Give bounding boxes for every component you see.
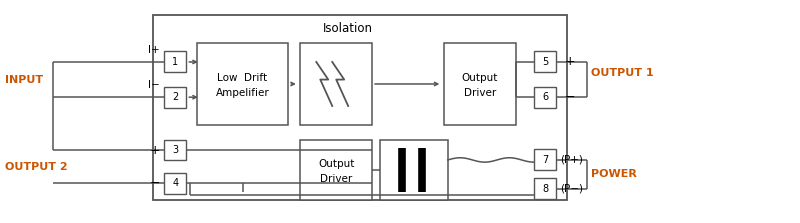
- Bar: [164, 173, 186, 194]
- Text: POWER: POWER: [591, 169, 638, 179]
- Text: 3: 3: [172, 145, 178, 155]
- Text: (P+): (P+): [560, 155, 583, 165]
- Bar: [444, 43, 515, 125]
- Text: Output: Output: [462, 73, 498, 83]
- Bar: [534, 149, 556, 170]
- Text: 1: 1: [172, 57, 178, 67]
- Text: Ampelifier: Ampelifier: [216, 88, 270, 98]
- Text: 2: 2: [172, 92, 178, 102]
- Bar: [164, 140, 186, 161]
- Bar: [534, 178, 556, 199]
- Bar: [300, 43, 372, 125]
- Text: OUTPUT 2: OUTPUT 2: [6, 161, 68, 171]
- Text: +: +: [150, 144, 160, 157]
- Bar: [164, 52, 186, 72]
- Text: Isolation: Isolation: [322, 23, 373, 35]
- Text: 7: 7: [542, 155, 548, 165]
- Bar: [380, 140, 448, 200]
- Bar: [153, 14, 567, 200]
- Text: I+: I+: [149, 45, 160, 55]
- Text: Low  Drift: Low Drift: [218, 73, 268, 83]
- Text: (P−): (P−): [560, 184, 583, 194]
- Text: −: −: [150, 177, 160, 190]
- Text: 5: 5: [542, 57, 548, 67]
- Text: Output: Output: [318, 159, 354, 169]
- Bar: [164, 87, 186, 108]
- Bar: [197, 43, 288, 125]
- Bar: [534, 87, 556, 108]
- Text: I−: I−: [148, 80, 160, 90]
- Text: Driver: Driver: [463, 88, 496, 98]
- Text: 6: 6: [542, 92, 548, 102]
- Bar: [300, 140, 372, 200]
- Text: −: −: [564, 91, 574, 104]
- Text: INPUT: INPUT: [6, 74, 43, 85]
- Text: 8: 8: [542, 184, 548, 194]
- Text: Driver: Driver: [320, 174, 352, 184]
- Text: OUTPUT 1: OUTPUT 1: [591, 68, 654, 78]
- Text: +: +: [564, 56, 575, 68]
- Text: 4: 4: [172, 178, 178, 188]
- Bar: [534, 52, 556, 72]
